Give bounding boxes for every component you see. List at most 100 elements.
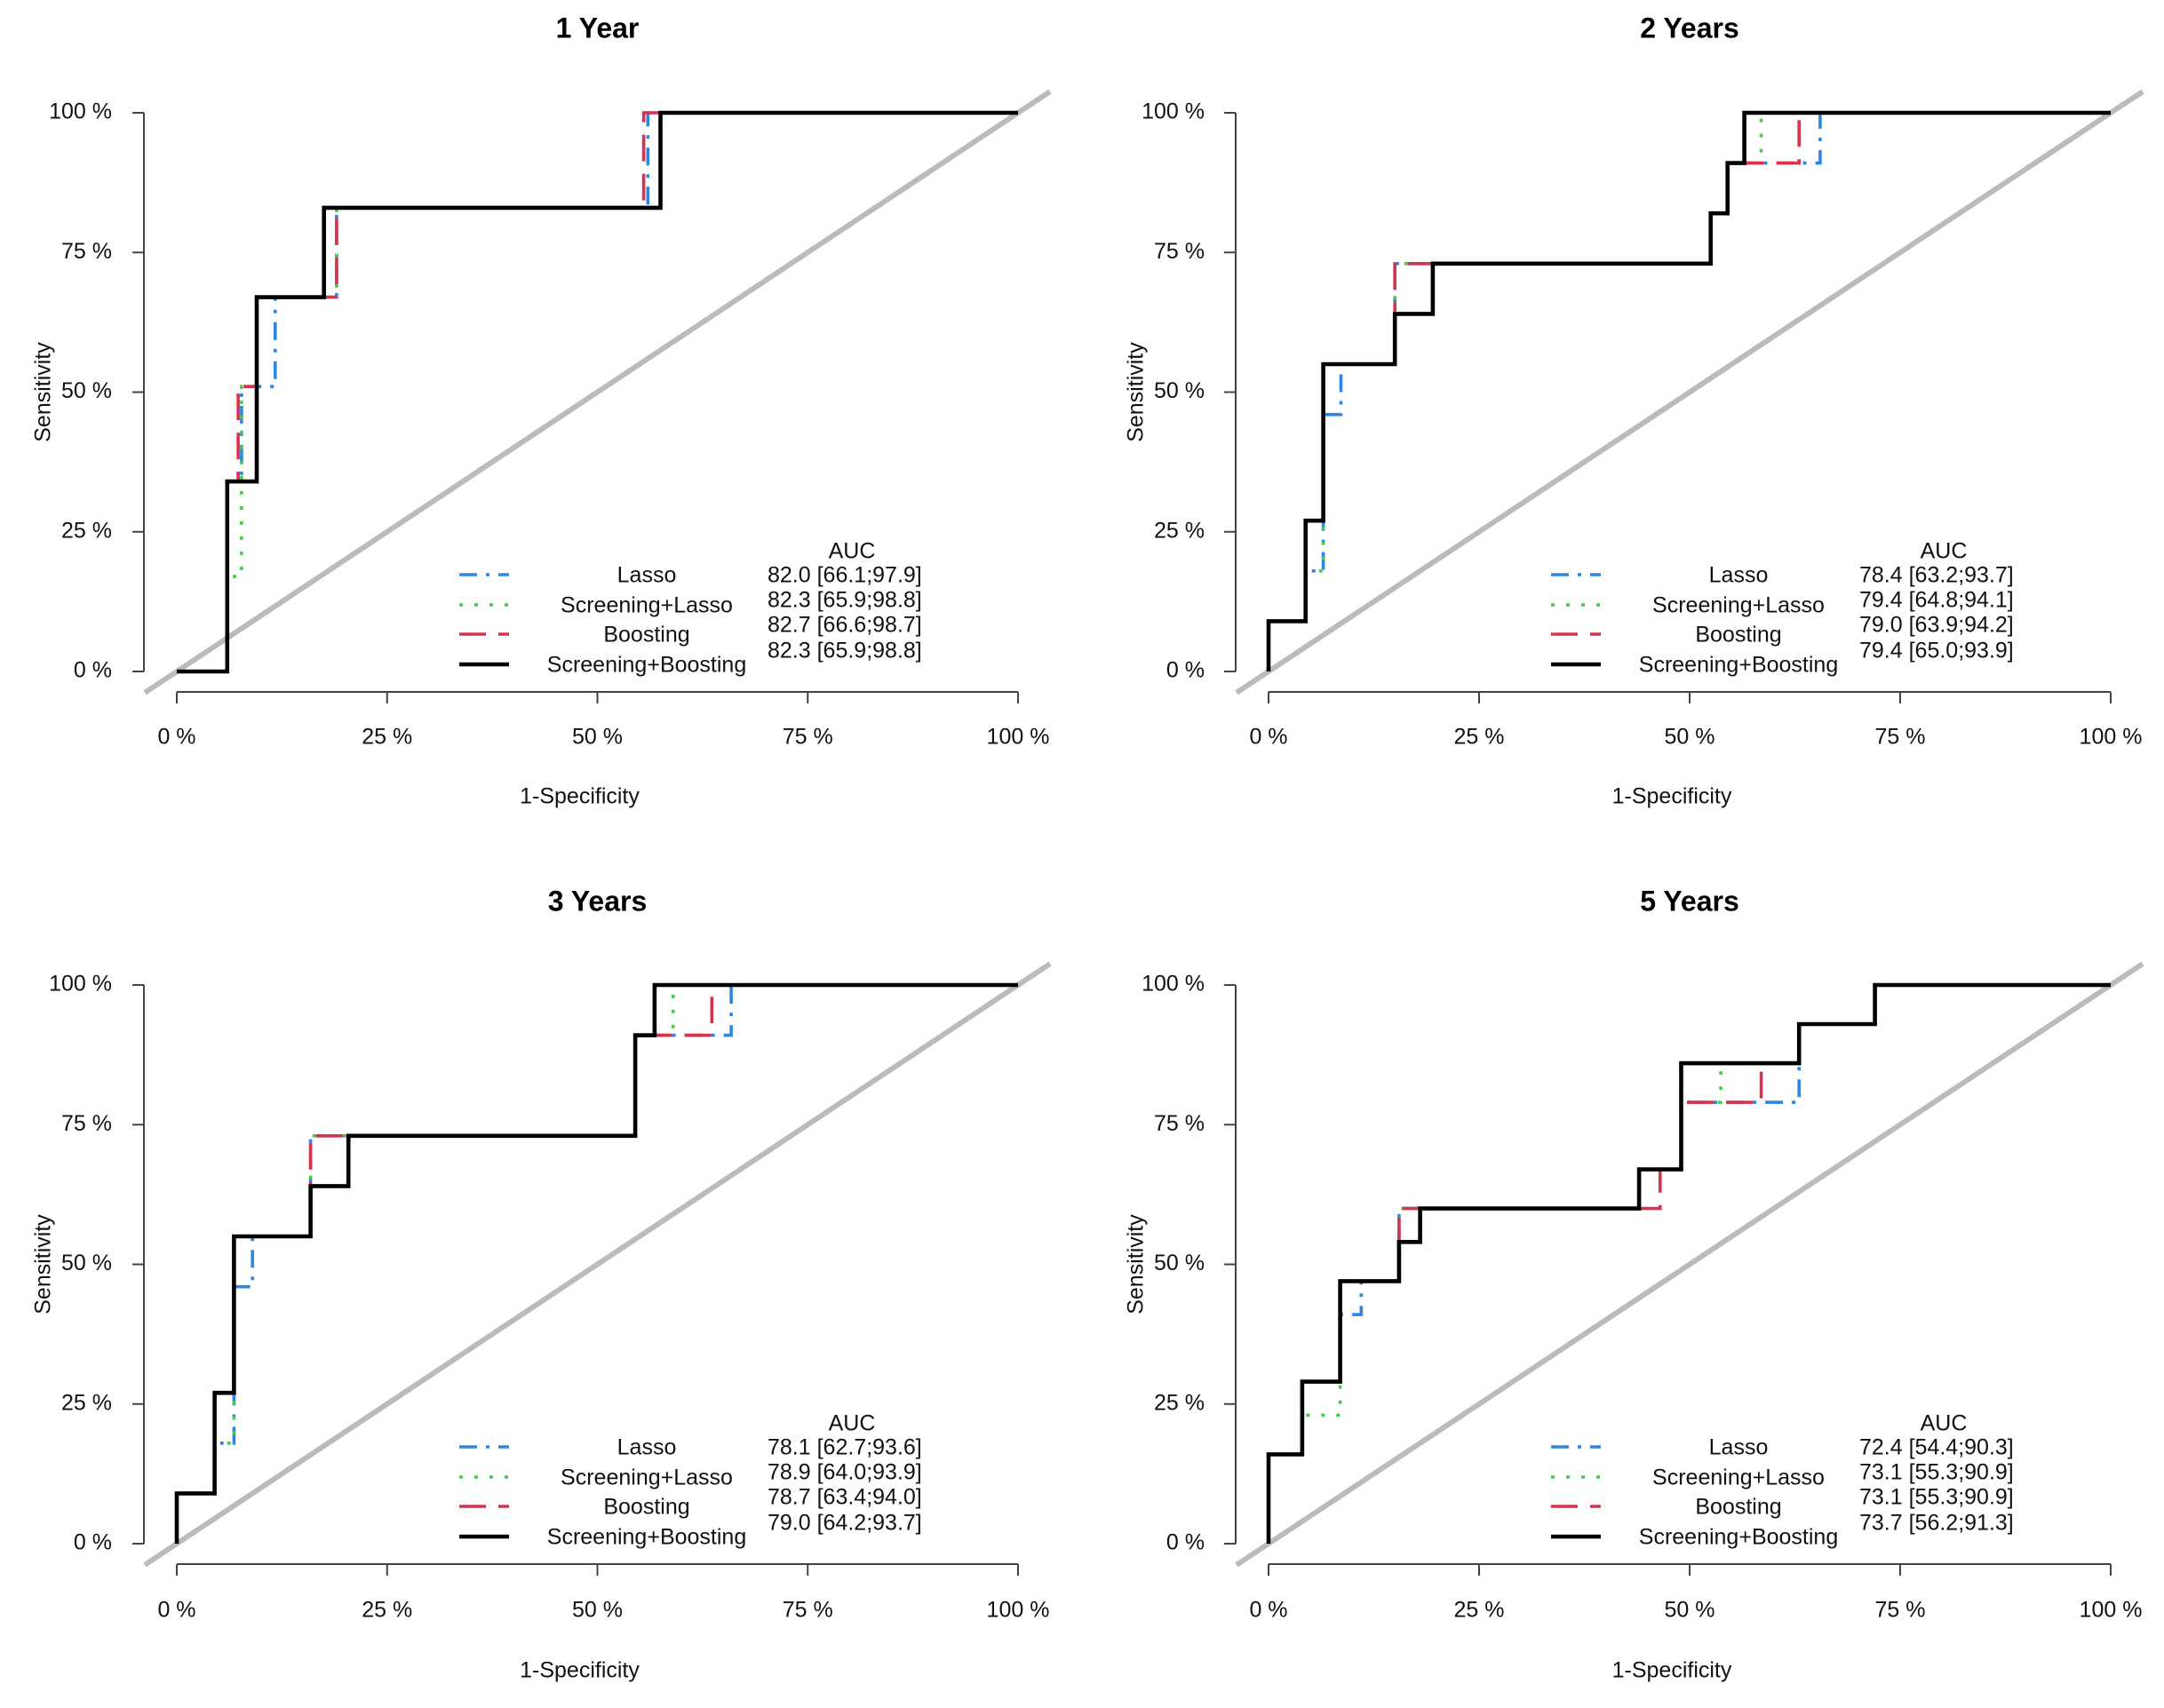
x-tick-label: 25 % (1454, 1598, 1505, 1623)
legend-auc-value: 73.7 [56.2;91.3] (1859, 1511, 2014, 1536)
y-tick-label: 50 % (61, 1251, 112, 1275)
y-tick-label: 100 % (1142, 99, 1205, 124)
roc-curve-screening-boosting (174, 982, 1018, 1544)
x-tick-label: 25 % (362, 1598, 412, 1623)
x-axis-label: 1-Specificity (1612, 1658, 1732, 1683)
legend-item-lasso: Lasso 78.1 [62.7;93.6] (459, 1435, 922, 1460)
legend-item-screening-lasso: Screening+Lasso 73.1 [55.3;90.9] (1551, 1460, 2014, 1490)
legend-auc-value: 78.4 [63.2;93.7] (1859, 563, 2014, 588)
legend-item-screening-lasso: Screening+Lasso 82.3 [65.9;98.8] (459, 588, 922, 618)
legend-label: Screening+Boosting (547, 653, 746, 678)
legend-item-screening-lasso: Screening+Lasso 78.9 [64.0;93.9] (459, 1460, 922, 1490)
legend-auc-header: AUC (829, 539, 876, 564)
x-tick-label: 50 % (572, 1598, 623, 1623)
y-tick-label: 50 % (1154, 1251, 1205, 1275)
legend-label: Screening+Boosting (1639, 1525, 1838, 1550)
x-tick-label: 50 % (1665, 1598, 1715, 1623)
y-tick-label: 50 % (1154, 378, 1205, 403)
y-tick-label: 0 % (74, 658, 112, 683)
legend-label: Screening+Lasso (561, 593, 733, 618)
legend-auc-value: 82.3 [65.9;98.8] (768, 639, 922, 663)
x-axis-label: 1-Specificity (520, 1658, 640, 1683)
legend-auc-value: 82.7 [66.6;98.7] (768, 613, 922, 638)
legend-item-screening-boosting: Screening+Boosting 82.3 [65.9;98.8] (459, 639, 922, 678)
y-tick-label: 100 % (1142, 972, 1205, 997)
legend: AUC Lasso 72.4 [54.4;90.3] Screening+Lasso 7… (1551, 1411, 2014, 1550)
x-tick-label: 100 % (2080, 1598, 2143, 1623)
legend-item-screening-boosting: Screening+Boosting 79.4 [65.0;93.9] (1551, 639, 2014, 678)
legend-item-screening-boosting: Screening+Boosting 73.7 [56.2;91.3] (1551, 1511, 2014, 1550)
x-axis-label: 1-Specificity (1612, 784, 1732, 809)
reference-diagonal (143, 961, 1052, 1568)
y-tick-label: 25 % (1154, 518, 1205, 543)
legend-auc-value: 79.0 [63.9;94.2] (1859, 613, 2014, 638)
chart-title: 2 Years (1640, 12, 1739, 44)
y-axis-label: Sensitivity (31, 342, 56, 442)
roc-curve-screening-boosting (1266, 982, 2111, 1544)
legend-auc-value: 72.4 [54.4;90.3] (1859, 1435, 2014, 1460)
y-axis-label: Sensitivity (1124, 1214, 1149, 1315)
legend-auc-value: 78.7 [63.4;94.0] (768, 1485, 922, 1510)
legend-label: Lasso (617, 1435, 677, 1460)
legend-auc-value: 79.0 [64.2;93.7] (768, 1511, 922, 1536)
legend-item-lasso: Lasso 78.4 [63.2;93.7] (1551, 563, 2014, 588)
y-tick-label: 100 % (49, 99, 112, 124)
x-tick-label: 0 % (157, 1598, 195, 1623)
legend-auc-header: AUC (1921, 1411, 1968, 1436)
legend-item-lasso: Lasso 72.4 [54.4;90.3] (1551, 1435, 2014, 1460)
x-tick-label: 75 % (783, 725, 833, 750)
legend-auc-value: 82.0 [66.1;97.9] (768, 563, 922, 588)
legend-label: Boosting (1695, 1495, 1781, 1520)
legend-label: Lasso (617, 563, 677, 588)
reference-diagonal (143, 89, 1052, 695)
legend: AUC Lasso 82.0 [66.1;97.9] Screening+Lasso 8… (459, 539, 922, 678)
y-tick-label: 50 % (61, 378, 112, 403)
legend-label: Lasso (1709, 563, 1769, 588)
legend-label: Lasso (1709, 1435, 1769, 1460)
legend-label: Screening+Lasso (561, 1466, 733, 1490)
roc-panel-4: 5 Years 0 % 25 % 50 % 75 % 100 % 0 % 25 % 50 % 75… (1124, 885, 2144, 1683)
legend-label: Boosting (1695, 623, 1781, 647)
legend-item-screening-boosting: Screening+Boosting 79.0 [64.2;93.7] (459, 1511, 922, 1550)
x-tick-label: 25 % (362, 725, 412, 750)
legend-auc-value: 78.1 [62.7;93.6] (768, 1435, 922, 1460)
legend-auc-header: AUC (829, 1411, 876, 1436)
reference-diagonal (1235, 961, 2144, 1568)
legend-label: Boosting (603, 1495, 689, 1520)
legend-item-lasso: Lasso 82.0 [66.1;97.9] (459, 563, 922, 588)
x-tick-label: 0 % (1249, 1598, 1287, 1623)
y-tick-label: 25 % (1154, 1390, 1205, 1415)
legend-auc-value: 78.9 [64.0;93.9] (768, 1460, 922, 1485)
chart-title: 5 Years (1640, 885, 1739, 917)
reference-diagonal (1235, 89, 2144, 695)
x-tick-label: 100 % (2080, 725, 2143, 750)
y-tick-label: 75 % (61, 239, 112, 264)
legend: AUC Lasso 78.4 [63.2;93.7] Screening+Lasso 7… (1551, 539, 2014, 678)
x-axis-label: 1-Specificity (520, 784, 640, 809)
legend-auc-value: 73.1 [55.3;90.9] (1859, 1460, 2014, 1485)
y-axis-label: Sensitivity (31, 1214, 56, 1315)
legend-label: Screening+Lasso (1652, 593, 1825, 618)
y-tick-label: 0 % (1166, 1530, 1205, 1555)
legend-auc-value: 79.4 [64.8;94.1] (1859, 588, 2014, 613)
legend-item-boosting: Boosting 82.7 [66.6;98.7] (459, 613, 922, 647)
x-tick-label: 75 % (1875, 1598, 1926, 1623)
legend-item-screening-lasso: Screening+Lasso 79.4 [64.8;94.1] (1551, 588, 2014, 618)
chart-title: 1 Year (556, 12, 640, 44)
legend-item-boosting: Boosting 79.0 [63.9;94.2] (1551, 613, 2014, 647)
x-tick-label: 100 % (987, 1598, 1050, 1623)
legend-label: Screening+Boosting (1639, 653, 1838, 678)
y-tick-label: 75 % (1154, 1111, 1205, 1136)
x-tick-label: 75 % (783, 1598, 833, 1623)
x-tick-label: 0 % (1249, 725, 1287, 750)
roc-panel-1: 1 Year 0 % 25 % 50 % 75 % 100 % 0 % 25 % 50 % 75 … (31, 12, 1052, 809)
roc-curve-screening-boosting (1266, 110, 2111, 671)
y-tick-label: 75 % (61, 1111, 112, 1136)
y-tick-label: 100 % (49, 972, 112, 997)
legend-label: Boosting (603, 623, 689, 647)
roc-panel-2: 2 Years 0 % 25 % 50 % 75 % 100 % 0 % 25 % 50 % 75… (1124, 12, 2144, 809)
x-tick-label: 25 % (1454, 725, 1505, 750)
y-tick-label: 0 % (74, 1530, 112, 1555)
x-tick-label: 75 % (1875, 725, 1926, 750)
